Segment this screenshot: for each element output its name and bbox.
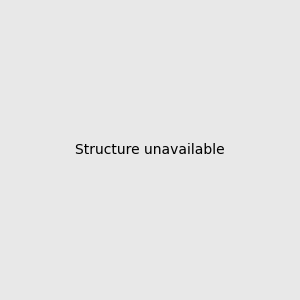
Text: Structure unavailable: Structure unavailable [75, 143, 225, 157]
